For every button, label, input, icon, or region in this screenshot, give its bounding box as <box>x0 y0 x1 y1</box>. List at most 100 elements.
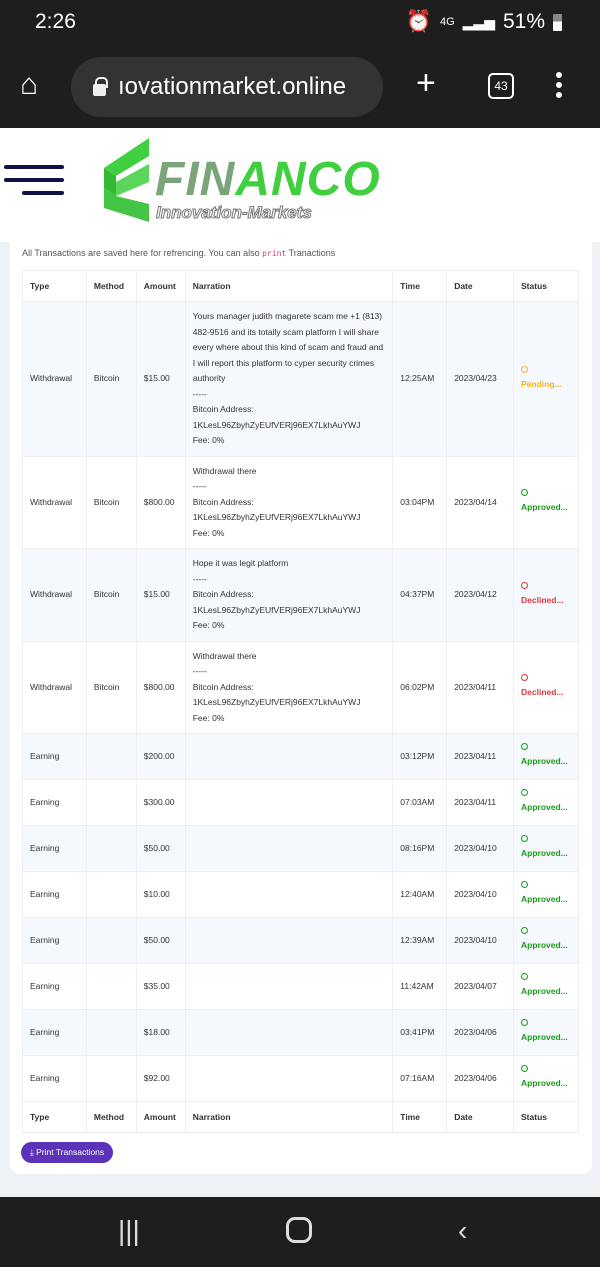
type-cell: Withdrawal <box>22 455 87 549</box>
time-cell: 12:25AM <box>392 301 448 457</box>
narration-cell: Hope it was legit platform ----- Bitcoin A… <box>184 548 394 642</box>
amount-cell: $800.00 <box>135 640 186 734</box>
time-cell: 11:42AM <box>392 963 448 1010</box>
type-cell: Earning <box>22 779 87 826</box>
status-icon <box>521 835 529 843</box>
status-badge: Declined... <box>521 687 564 697</box>
status-cell: Approved... <box>513 1009 579 1056</box>
time-cell: 08:16PM <box>392 825 448 872</box>
network-icon: 4G <box>439 16 455 28</box>
narration-cell: Withdrawal there ----- Bitcoin Address: 1KL… <box>184 455 394 549</box>
column-header: Type <box>22 1101 87 1133</box>
status-cell: Pending... <box>513 301 579 457</box>
narration-line: 1KLesL96ZbyhZyEUfVERj96EX7LkhAuYWJ <box>192 697 361 707</box>
table-row: Earning $50.00 08:16PM 2023/04/10 Approved..… <box>22 825 579 872</box>
lock-icon <box>93 77 108 96</box>
time-cell: 03:12PM <box>392 733 448 780</box>
more-menu-icon[interactable] <box>556 72 562 102</box>
recent-apps-icon[interactable]: ||| <box>118 1215 140 1246</box>
date-cell: 2023/04/12 <box>446 548 515 642</box>
narration-line: 1KLesL96ZbyhZyEUfVERj96EX7LkhAuYWJ <box>192 419 361 430</box>
date-cell: 2023/04/06 <box>446 1009 515 1056</box>
narration-line: Bitcoin Address: <box>192 496 254 507</box>
status-icon <box>521 927 529 935</box>
amount-cell: $800.00 <box>135 455 186 549</box>
status-badge: Approved... <box>521 1078 568 1089</box>
alarm-icon: ⏰ <box>405 10 432 33</box>
method-cell: Bitcoin <box>85 548 137 642</box>
type-cell: Earning <box>22 871 87 918</box>
narration-line: Bitcoin Address: <box>192 681 254 692</box>
column-header: Time <box>392 270 448 302</box>
status-icon <box>521 581 529 589</box>
narration-line: 1KLesL96ZbyhZyEUfVERj96EX7LkhAuYWJ <box>192 604 361 615</box>
narration-cell <box>184 779 394 826</box>
battery-level: 51% <box>502 10 545 33</box>
home-button-icon[interactable] <box>286 1217 312 1243</box>
method-cell <box>85 825 137 872</box>
amount-cell: $50.00 <box>135 917 186 964</box>
table-header: Type Method Amount Narration Time Date Status <box>22 270 579 302</box>
home-icon[interactable]: ⌂ <box>20 68 39 101</box>
clock: 2:26 <box>35 10 76 33</box>
status-cell: Approved... <box>513 825 579 872</box>
status-icon <box>521 743 529 751</box>
status-cell: Declined... <box>513 548 579 642</box>
status-badge: Approved... <box>521 848 568 859</box>
address-bar[interactable]: ıovationmarket.online <box>71 57 383 117</box>
amount-cell: $15.00 <box>135 301 186 457</box>
narration-line: Withdrawal there <box>192 465 257 476</box>
table-row: Earning $35.00 11:42AM 2023/04/07 Approved..… <box>22 963 579 1010</box>
method-cell <box>85 1009 137 1056</box>
date-cell: 2023/04/10 <box>446 825 515 872</box>
tab-count-button[interactable]: 43 <box>488 73 514 99</box>
print-link[interactable]: print <box>262 249 287 258</box>
url-text: ıovationmarket.online <box>118 73 347 100</box>
column-header: Narration <box>184 270 394 302</box>
table-row: Withdrawal Bitcoin $15.00 Hope it was legit… <box>22 548 579 642</box>
android-nav-bar: ||| ‹ <box>0 1197 600 1267</box>
table-row: Earning $200.00 03:12PM 2023/04/11 Approved.… <box>22 733 579 780</box>
status-icon <box>521 789 529 797</box>
status-badge: Approved... <box>521 940 568 951</box>
hamburger-menu-icon[interactable] <box>4 165 64 204</box>
amount-cell: $35.00 <box>135 963 186 1010</box>
narration-cell: Withdrawal there ----- Bitcoin Address: 1KL… <box>184 640 394 734</box>
status-icon <box>521 973 529 981</box>
method-cell <box>85 733 137 780</box>
print-transactions-button[interactable]: ⤓ Print Transactions <box>21 1142 114 1163</box>
date-cell: 2023/04/10 <box>446 917 515 964</box>
table-row: Earning $92.00 07:16AM 2023/04/06 Approved..… <box>22 1055 579 1102</box>
method-cell <box>85 871 137 918</box>
narration-line: ----- <box>192 388 207 399</box>
status-badge: Approved... <box>521 502 568 512</box>
narration-cell: Yours manager judith magarete scam me +1… <box>184 301 394 457</box>
logo-brand: FINANCO <box>155 153 381 206</box>
status-icon <box>521 674 529 681</box>
status-badge: Approved... <box>521 894 568 905</box>
column-header: Amount <box>135 270 186 302</box>
date-cell: 2023/04/07 <box>446 963 515 1010</box>
column-header: Narration <box>184 1101 394 1133</box>
narration-line: Fee: 0% <box>192 435 225 445</box>
status-icon <box>521 1019 529 1027</box>
method-cell <box>85 917 137 964</box>
date-cell: 2023/04/11 <box>446 733 515 780</box>
table-row: Withdrawal Bitcoin $15.00 Yours manager jud… <box>22 301 579 457</box>
date-cell: 2023/04/11 <box>446 779 515 826</box>
method-cell: Bitcoin <box>85 301 137 457</box>
date-cell: 2023/04/11 <box>446 640 515 734</box>
method-cell: Bitcoin <box>85 640 137 734</box>
column-header: Status <box>513 1101 579 1133</box>
narration-line: Withdrawal there <box>192 650 257 661</box>
status-cell: Approved... <box>513 733 579 780</box>
status-icon <box>521 1065 529 1073</box>
time-cell: 03:41PM <box>392 1009 448 1056</box>
back-icon[interactable]: ‹ <box>458 1215 468 1246</box>
narration-line: Yours manager judith magarete scam me +1… <box>192 311 384 383</box>
table-row: Earning $50.00 12:39AM 2023/04/10 Approved..… <box>22 917 579 964</box>
new-tab-icon[interactable]: + <box>416 64 436 102</box>
status-cell: Declined... <box>513 640 579 734</box>
narration-line: 1KLesL96ZbyhZyEUfVERj96EX7LkhAuYWJ <box>192 512 361 522</box>
time-cell: 07:16AM <box>392 1055 448 1102</box>
